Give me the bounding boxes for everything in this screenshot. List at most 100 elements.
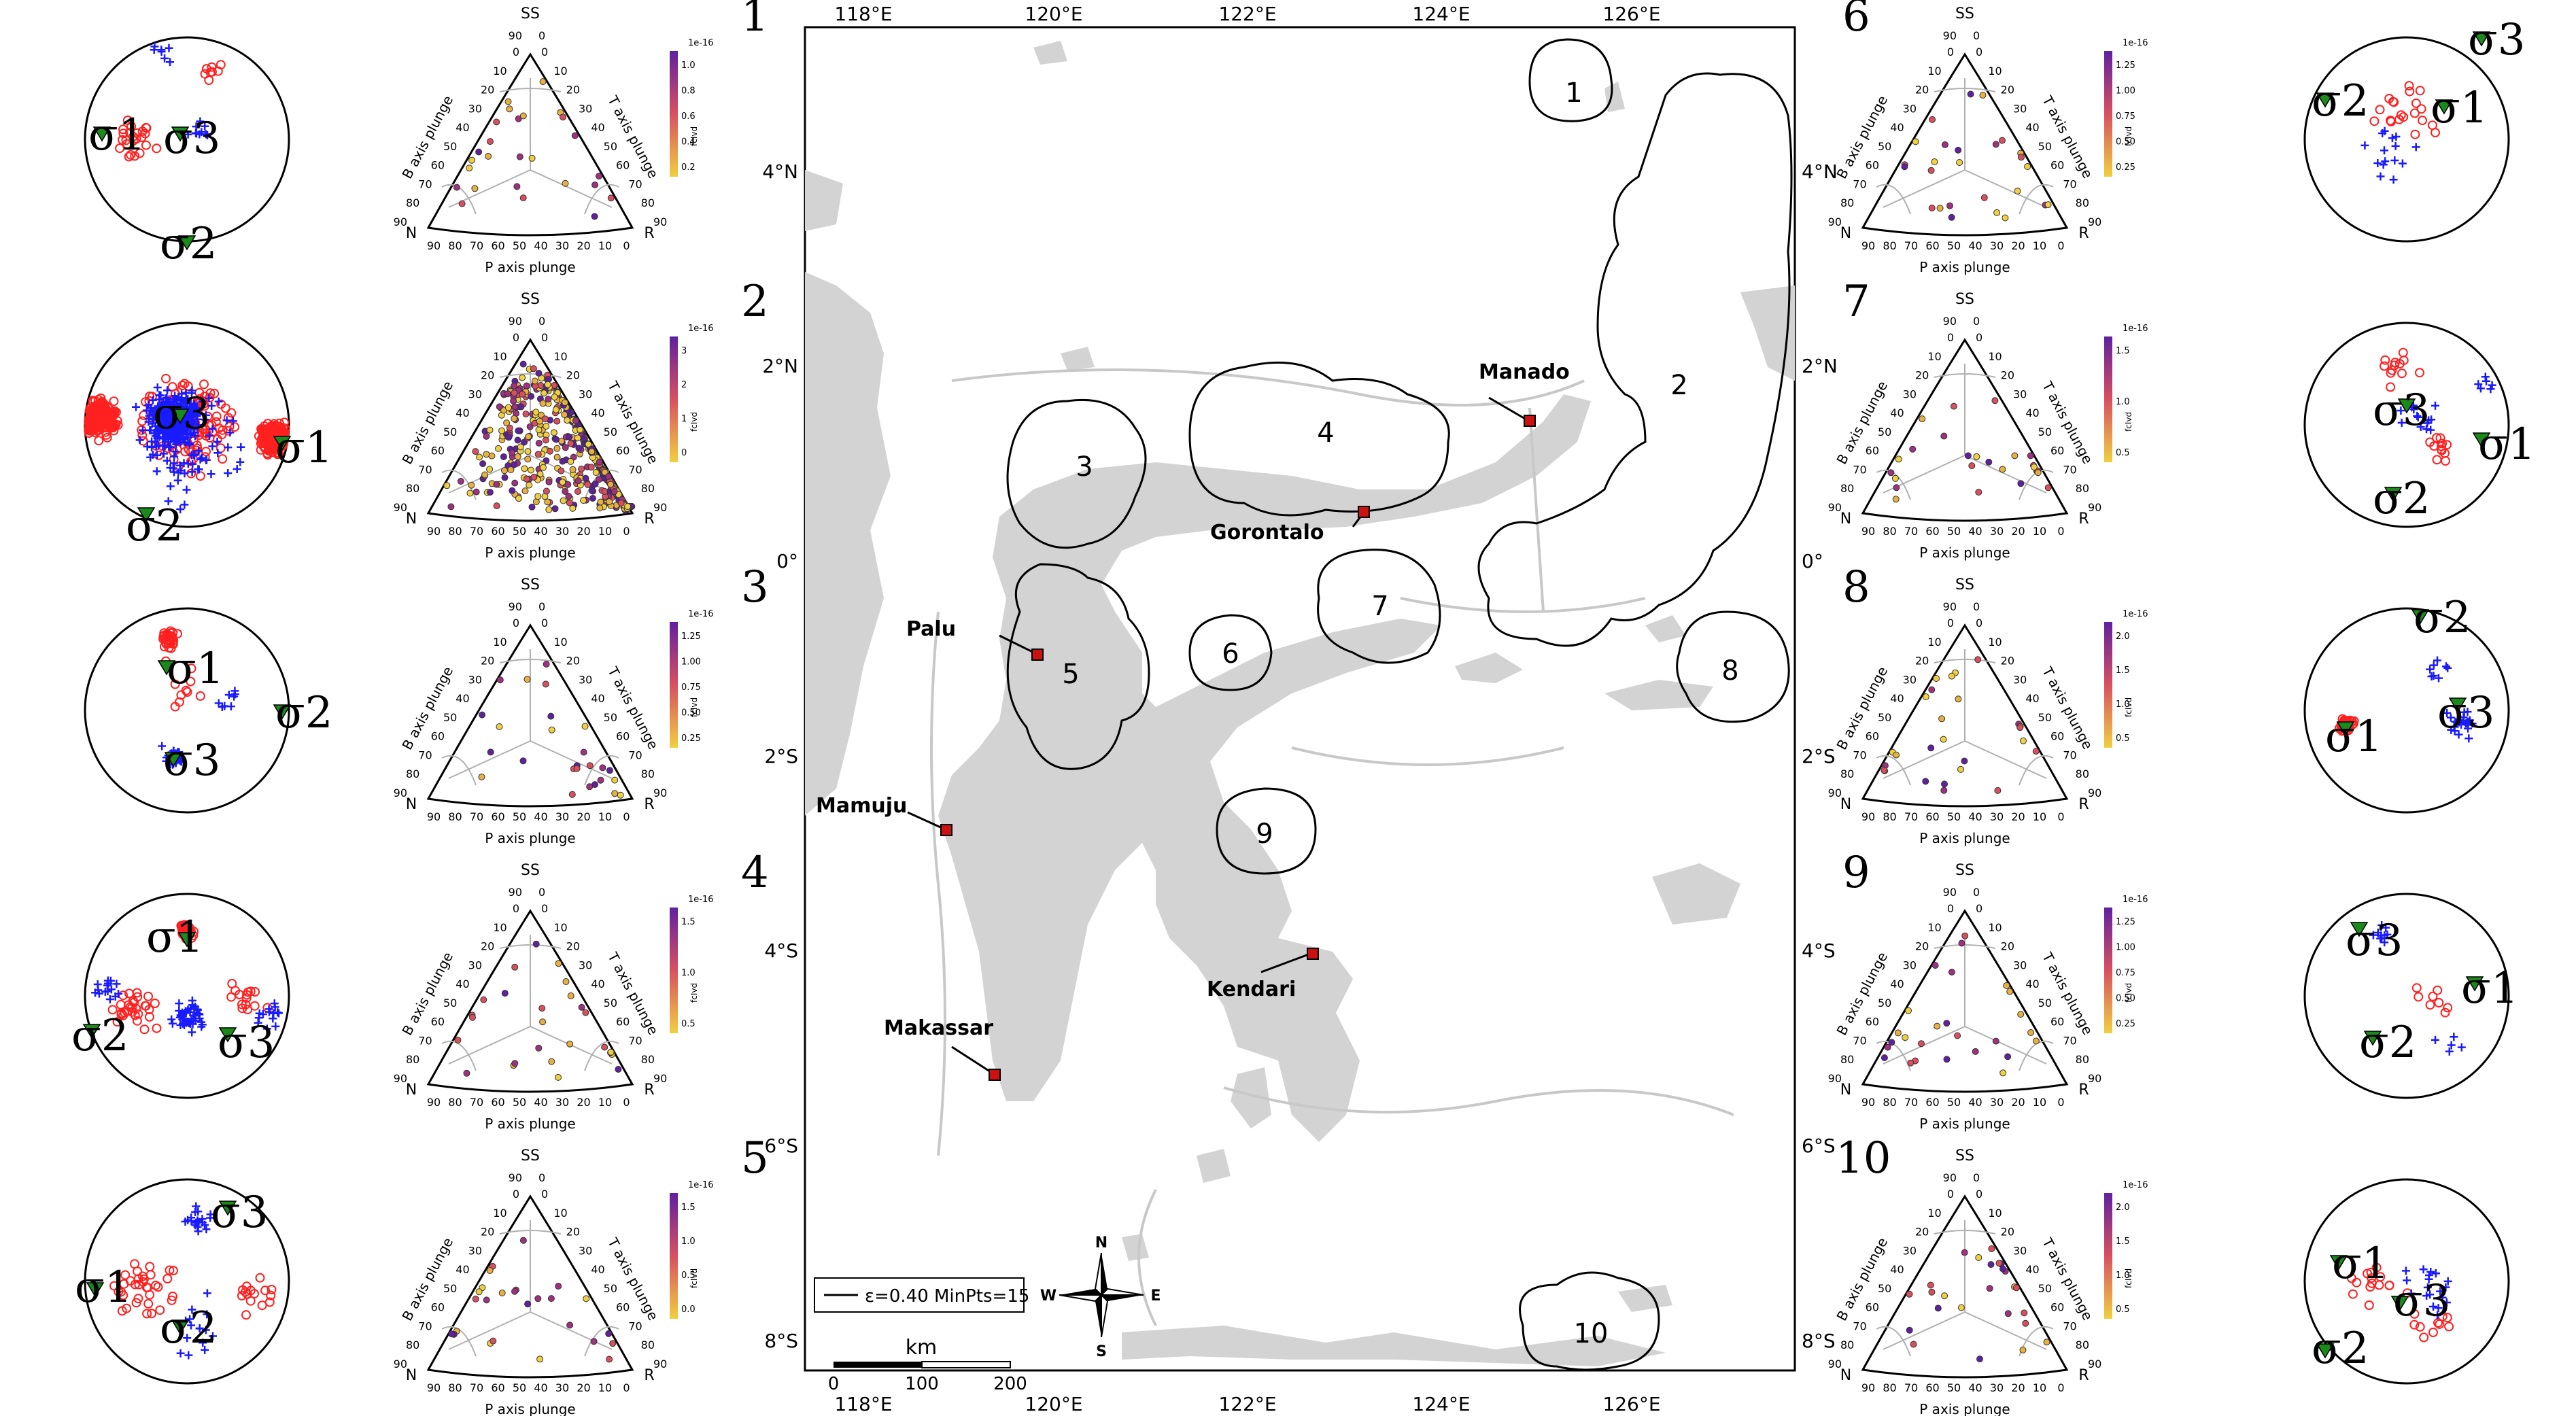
event-point [1999,466,2006,473]
event-point [596,476,602,483]
p-axis-marker [130,151,140,161]
ternary-tick: 40 [1968,1096,1982,1109]
ternary-tick: 20 [481,1226,494,1239]
ternary-tick: 0 [538,29,545,42]
cluster-9-outline [1216,787,1317,875]
ternary-tick: 10 [1988,65,2002,77]
event-point [1995,1260,2003,1267]
event-point [481,471,489,479]
colorbar-tick: 1.0 [681,61,695,71]
ternary-tick: 30 [555,239,569,252]
event-point [559,479,566,486]
event-point [597,776,604,784]
ternary-tick: 70 [628,177,642,190]
ternary-tick: 50 [604,426,617,438]
ternary-field-boundary [2019,1040,2054,1071]
event-point [545,506,553,513]
colorbar-tick: 0.25 [2116,1019,2135,1029]
event-point [557,467,565,474]
ternary-tick: 80 [406,1053,419,1066]
ternary-tick: 0 [623,810,630,823]
event-point [510,397,517,404]
ternary-tick: 90 [1861,1096,1875,1109]
colorbar-exponent: 1e-16 [2123,38,2148,48]
ternary-right-label: R [644,225,654,242]
event-point [490,1337,497,1345]
event-point [2034,469,2042,477]
event-point [536,417,543,425]
sigma1-label: σ1 [2478,419,2535,470]
event-point [605,1330,613,1337]
colorbar-tick: 0.2 [681,162,695,173]
event-point [478,773,485,780]
ternary-tick: 0 [541,46,548,58]
p-axis-marker [204,75,214,85]
ternary-tick: 70 [628,1319,642,1332]
ternary-tick: 10 [1988,1207,2002,1220]
event-point [488,452,496,460]
ternary-tick: 50 [443,997,457,1009]
event-point [566,433,573,441]
event-point [1956,159,1963,166]
event-point [486,426,494,434]
compass-rose: N S E W [1040,1234,1161,1360]
ternary-tick: 30 [2013,673,2027,686]
ternary-tick: 20 [1915,655,1929,668]
ternary-tick: 20 [2011,1096,2025,1109]
event-point [596,458,603,466]
city-label-mamuju: Mamuju [816,794,907,818]
event-point [511,461,518,468]
ternary-tick: 0 [1947,46,1954,58]
ternary-divider [1883,740,1965,779]
ternary-tick: 60 [431,1016,445,1029]
event-point [590,1338,598,1345]
ternary-tick: 80 [448,1096,462,1109]
event-point [2022,1319,2029,1327]
ternary-tick: 0 [513,1188,519,1201]
lat-left-6s: 6°S [764,1135,798,1157]
ternary-b-axis-label: B axis plunge [1834,1234,1891,1324]
event-point [509,487,516,494]
ternary-tick: 40 [456,978,469,990]
cluster-8-outline [1676,610,1790,723]
ternary-top-label: SS [521,1147,540,1164]
event-point [553,445,561,452]
event-point [596,504,604,512]
p-axis-marker [256,445,266,455]
event-point [555,1283,562,1290]
ternary-tick: 0 [538,600,545,613]
colorbar-tick: 1.25 [2116,61,2135,71]
ternary-tick: 80 [1840,196,1854,209]
ternary-tick: 80 [406,767,419,780]
event-point [611,776,619,784]
ternary-tick: 10 [598,810,612,823]
ternary-tick: 40 [456,1263,469,1276]
event-point [573,765,581,772]
event-point [511,1288,518,1295]
event-point [2017,1011,2025,1018]
colorbar-tick: 0.50 [2116,137,2135,148]
event-point [588,448,596,455]
event-point [1941,1292,1948,1300]
p-axis-marker [195,471,205,481]
colorbar-tick: 0.50 [681,708,701,719]
ternary-tick: 0 [2057,1096,2064,1109]
event-point [1891,474,1899,482]
ternary-left-label: N [406,511,417,528]
ternary-tick: 90 [1943,1171,1957,1184]
ternary-tick: 20 [566,655,580,668]
ternary-b-axis-label: B axis plunge [399,949,457,1038]
ternary-p-axis-label: P axis plunge [1919,545,2010,561]
ternary-tick: 90 [1861,1381,1875,1394]
ternary-top-label: SS [521,291,540,308]
p-axis-marker [96,406,105,416]
colorbar-unit: fcIvd [689,1268,699,1288]
event-point [1922,693,1929,700]
ternary-tick: 20 [481,84,494,97]
event-point [555,1073,562,1081]
event-point [1958,939,1965,947]
event-point [606,498,613,506]
ternary-tick: 0 [1947,331,1954,344]
ternary-tick: 40 [1890,121,1904,134]
event-point [1954,1032,1961,1039]
